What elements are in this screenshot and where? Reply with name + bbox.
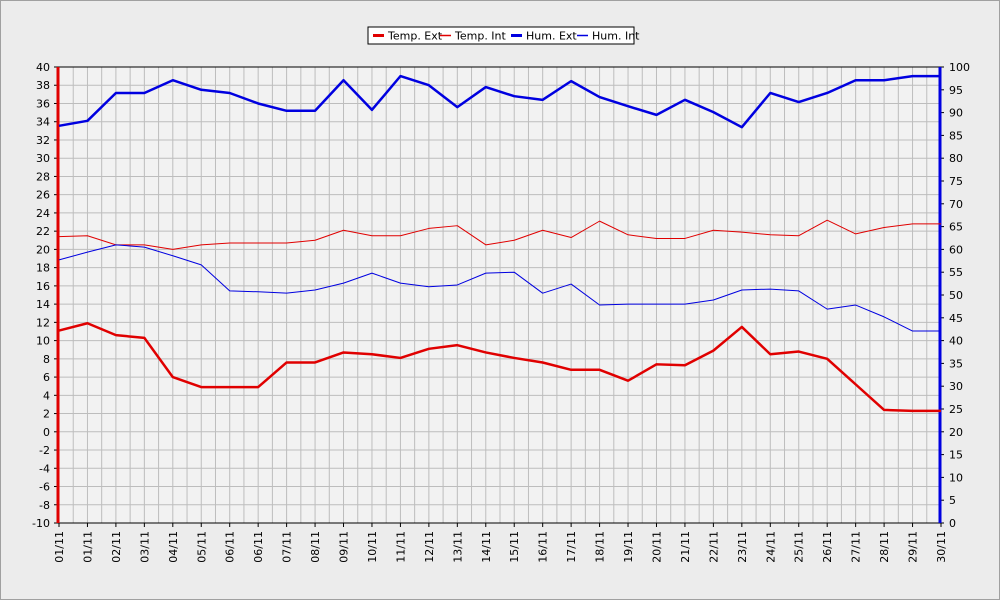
legend-label: Temp. Int [454,30,507,43]
y-tick-label: -2 [39,444,50,457]
x-tick-label: 28/11 [878,531,891,563]
y-tick-label: 12 [36,316,50,329]
x-tick-label: 24/11 [764,531,777,563]
y-tick-label: 4 [43,389,50,402]
y2-tick-label: 10 [949,471,963,484]
y-tick-label: 24 [36,207,50,220]
x-tick-label: 23/11 [736,531,749,563]
plot-area [58,67,940,523]
y2-tick-label: 35 [949,357,963,370]
y-tick-label: 14 [36,298,50,311]
y-tick-label: 16 [36,280,50,293]
x-tick-label: 10/11 [366,531,379,563]
x-tick-label: 06/11 [252,531,265,563]
series-line [58,74,941,129]
y2-tick-label: 85 [949,129,963,142]
x-tick-label: 04/11 [167,531,180,563]
y-tick-label: 36 [36,97,50,110]
x-tick-label: 20/11 [650,531,663,563]
x-tick-label: 15/11 [508,531,521,563]
legend-label: Hum. Int [592,30,640,43]
x-tick-label: 22/11 [707,531,720,563]
y2-tick-label: 25 [949,403,963,416]
x-tick-label: 16/11 [537,531,550,563]
y-tick-label: 32 [36,134,50,147]
x-tick-label: 03/11 [138,531,151,563]
y2-tick-label: 70 [949,198,963,211]
y-tick-label: 40 [36,61,50,74]
y2-tick-label: 20 [949,426,963,439]
x-tick-label: 11/11 [394,531,407,563]
y2-tick-label: 15 [949,449,963,462]
y-tick-label: 8 [43,353,50,366]
y-tick-label: -10 [32,517,50,530]
y-tick-label: 22 [36,225,50,238]
y2-tick-label: 0 [949,517,956,530]
y2-tick-label: 45 [949,312,963,325]
legend-label: Temp. Ext [387,30,443,43]
series-line [58,244,941,332]
y-tick-label: 38 [36,79,50,92]
y-tick-label: 20 [36,243,50,256]
x-tick-label: 21/11 [679,531,692,563]
x-tick-label: 08/11 [309,531,322,563]
y2-tick-label: 90 [949,107,963,120]
x-tick-label: 06/11 [224,531,237,563]
y-tick-label: 6 [43,371,50,384]
y2-tick-label: 60 [949,243,963,256]
y2-tick-label: 80 [949,152,963,165]
x-tick-label: 01/11 [53,531,66,563]
x-tick-label: 18/11 [594,531,607,563]
y-tick-label: 30 [36,152,50,165]
x-tick-label: 27/11 [850,531,863,563]
y2-tick-label: 30 [949,380,963,393]
x-tick-label: 07/11 [281,531,294,563]
y-tick-label: 18 [36,262,50,275]
y-tick-label: 34 [36,116,50,129]
y2-tick-label: 75 [949,175,963,188]
y-tick-label: 26 [36,189,50,202]
y-tick-label: -4 [39,462,50,475]
legend [367,26,635,45]
y2-tick-label: 65 [949,221,963,234]
x-tick-label: 13/11 [451,531,464,563]
y2-tick-label: 40 [949,335,963,348]
x-tick-label: 02/11 [110,531,123,563]
y2-tick-label: 55 [949,266,963,279]
y2-tick-label: 100 [949,61,970,74]
y-tick-label: 28 [36,170,50,183]
x-tick-label: 19/11 [622,531,635,563]
x-tick-label: 01/11 [81,531,94,563]
legend-label: Hum. Ext [526,30,577,43]
x-tick-label: 29/11 [907,531,920,563]
y2-tick-label: 50 [949,289,963,302]
y-tick-label: 10 [36,335,50,348]
series-line [58,219,941,250]
x-tick-label: 09/11 [338,531,351,563]
x-tick-label: 14/11 [480,531,493,563]
y2-tick-label: 5 [949,494,956,507]
x-tick-label: 12/11 [423,531,436,563]
x-tick-label: 17/11 [565,531,578,563]
x-tick-label: 25/11 [793,531,806,563]
y2-tick-label: 95 [949,84,963,97]
x-tick-label: 30/11 [935,531,948,563]
y-tick-label: -8 [39,499,50,512]
y-tick-label: -6 [39,481,50,494]
series-line [58,322,941,413]
y-tick-label: 0 [43,426,50,439]
y-tick-label: 2 [43,408,50,421]
x-tick-label: 05/11 [195,531,208,563]
x-tick-label: 26/11 [821,531,834,563]
